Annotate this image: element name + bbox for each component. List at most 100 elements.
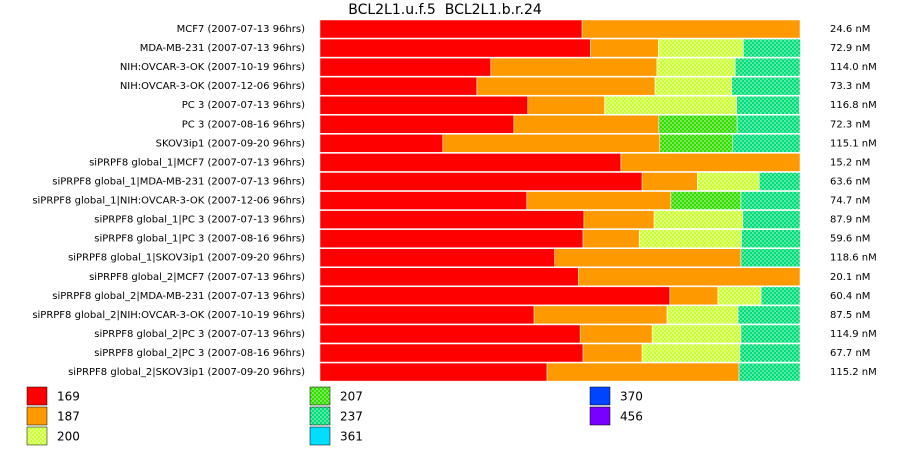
- row-annotation: 20.1 nM: [830, 272, 870, 283]
- bar-segment: [589, 38, 659, 58]
- bar-segment: [554, 248, 742, 267]
- bar-segment: [546, 362, 740, 382]
- bar-segment: [717, 286, 762, 306]
- bar-segment: [732, 134, 801, 153]
- row-annotation: 60.4 nM: [830, 291, 870, 302]
- bar-segment: [658, 115, 738, 134]
- bar-segment: [513, 115, 660, 134]
- row-label: siPRPF8 global_1|PC 3 (2007-08-16 96hrs): [94, 234, 305, 245]
- row-label: siPRPF8 global_1|SKOV3ip1 (2007-09-20 96…: [68, 253, 305, 264]
- bar-segment: [641, 343, 741, 363]
- chart-title: BCL2L1.u.f.5 BCL2L1.b.r.24: [348, 2, 542, 18]
- bar-segment: [527, 95, 605, 115]
- bar-segment: [319, 343, 584, 363]
- bar-segment: [582, 343, 643, 363]
- row-annotation: 72.9 nM: [830, 43, 870, 54]
- row-label: siPRPF8 global_1|NIH:OVCAR-3-OK (2007-12…: [32, 196, 305, 207]
- legend-label: 237: [340, 410, 363, 424]
- bar-segment: [743, 38, 801, 58]
- legend-swatch: [309, 426, 331, 446]
- bar-segment: [319, 267, 579, 287]
- bar-segment: [731, 76, 801, 96]
- row-annotation: 116.8 nM: [830, 100, 877, 111]
- row-annotation: 67.7 nM: [830, 348, 870, 359]
- row-label: siPRPF8 global_2|MCF7 (2007-07-13 96hrs): [89, 272, 305, 283]
- bar-segment: [533, 305, 668, 325]
- bar-segment: [604, 95, 737, 115]
- row-label: NIH:OVCAR-3-OK (2007-12-06 96hrs): [120, 81, 305, 92]
- bar-segment: [739, 343, 801, 363]
- bar-segment: [620, 153, 801, 172]
- row-label: SKOV3ip1 (2007-09-20 96hrs): [156, 138, 306, 149]
- bar-segment: [654, 76, 733, 96]
- row-annotation: 114.0 nM: [830, 62, 877, 73]
- legend-label: 187: [57, 410, 80, 424]
- row-annotation: 15.2 nM: [830, 157, 870, 168]
- bar-segment: [319, 38, 591, 58]
- bar-segment: [319, 248, 555, 267]
- row-annotation: 87.5 nM: [830, 310, 870, 321]
- legend-label: 200: [57, 430, 80, 444]
- bar-segment: [760, 286, 801, 306]
- bar-segment: [526, 191, 672, 210]
- bar-segment: [319, 95, 529, 115]
- bar-segment: [741, 229, 801, 248]
- bar-segment: [653, 210, 744, 229]
- row-annotation: 63.6 nM: [830, 176, 870, 187]
- legend-label: 370: [620, 390, 643, 404]
- bar-segment: [651, 324, 742, 344]
- row-annotation: 87.9 nM: [830, 215, 870, 226]
- row-annotation: 114.9 nM: [830, 329, 877, 340]
- bar-segment: [738, 362, 801, 382]
- row-label: siPRPF8 global_1|MCF7 (2007-07-13 96hrs): [89, 157, 305, 168]
- bar-segment: [319, 19, 583, 39]
- bar-segment: [319, 115, 515, 134]
- legend-swatch: [26, 386, 48, 406]
- row-annotation: 73.3 nM: [830, 81, 870, 92]
- legend-label: 207: [340, 390, 363, 404]
- bar-segment: [319, 229, 584, 248]
- row-label: siPRPF8 global_2|MDA-MB-231 (2007-07-13 …: [52, 291, 305, 302]
- legend-label: 456: [620, 410, 643, 424]
- row-label: siPRPF8 global_2|NIH:OVCAR-3-OK (2007-10…: [32, 310, 305, 321]
- legend-swatch: [309, 406, 331, 426]
- bar-segment: [583, 210, 655, 229]
- row-label: PC 3 (2007-07-13 96hrs): [182, 100, 305, 111]
- bar-segment: [319, 134, 444, 153]
- bar-segment: [740, 191, 801, 210]
- bar-segment: [581, 19, 801, 39]
- bar-segment: [579, 324, 653, 344]
- bar-segment: [737, 305, 801, 325]
- bar-segment: [490, 57, 658, 77]
- bar-segment: [638, 229, 742, 248]
- bar-segment: [758, 172, 801, 191]
- legend-swatch: [589, 406, 611, 426]
- bar-segment: [319, 210, 585, 229]
- bar-segment: [734, 57, 801, 77]
- bar-segment: [319, 191, 528, 210]
- bar-segment: [670, 191, 742, 210]
- row-annotation: 72.3 nM: [830, 119, 870, 130]
- bar-segment: [669, 286, 719, 306]
- legend-swatch: [589, 386, 611, 406]
- bar-segment: [656, 57, 736, 77]
- bar-segment: [742, 210, 801, 229]
- bar-segment: [658, 38, 744, 58]
- bar-segment: [319, 76, 478, 96]
- row-label: siPRPF8 global_2|PC 3 (2007-07-13 96hrs): [94, 329, 305, 340]
- bar-segment: [476, 76, 656, 96]
- legend-label: 361: [340, 430, 363, 444]
- bar-segment: [740, 248, 801, 267]
- bar-segment: [740, 324, 801, 344]
- row-label: siPRPF8 global_2|PC 3 (2007-08-16 96hrs): [94, 348, 305, 359]
- row-label: siPRPF8 global_2|SKOV3ip1 (2007-09-20 96…: [68, 367, 305, 378]
- bar-segment: [641, 172, 698, 191]
- row-label: NIH:OVCAR-3-OK (2007-10-19 96hrs): [120, 62, 305, 73]
- bar-segment: [659, 134, 734, 153]
- bar-segment: [736, 95, 800, 115]
- bar-segment: [577, 267, 801, 287]
- row-label: siPRPF8 global_1|PC 3 (2007-07-13 96hrs): [94, 215, 305, 226]
- legend-label: 169: [57, 390, 80, 404]
- bar-segment: [319, 153, 622, 172]
